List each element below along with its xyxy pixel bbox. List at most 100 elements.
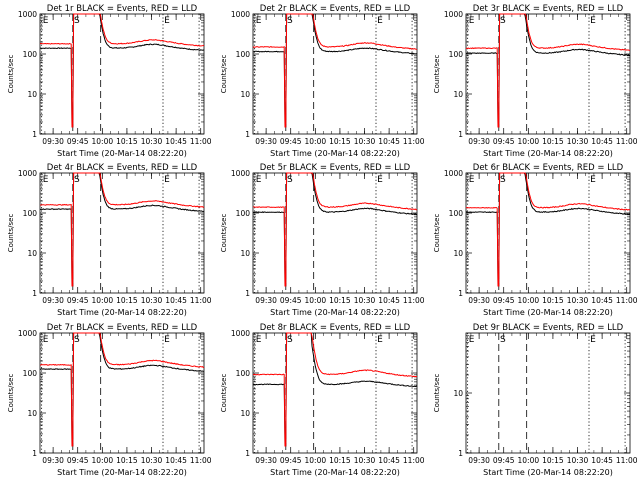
x-tick-label: 10:45 xyxy=(378,296,400,305)
x-tick-label: 10:45 xyxy=(165,137,187,146)
x-tick-label: 09:45 xyxy=(280,296,302,305)
series-line-events xyxy=(40,332,204,447)
y-tick-label: 10 xyxy=(453,389,463,398)
y-tick-label: 1 xyxy=(32,289,37,298)
series-line-lld xyxy=(39,13,205,128)
x-tick-label: 09:45 xyxy=(67,137,89,146)
event-marker-label: E xyxy=(377,335,383,345)
x-tick-label: 09:45 xyxy=(67,456,89,465)
x-tick-label: 10:30 xyxy=(567,137,589,146)
plot-frame xyxy=(465,13,631,135)
x-tick-label: 09:45 xyxy=(67,296,89,305)
plot-frame xyxy=(465,172,631,294)
y-tick-label: 1 xyxy=(245,289,250,298)
x-tick-label: 10:15 xyxy=(542,137,564,146)
event-marker-label: S xyxy=(287,175,293,185)
y-tick-label: 1000 xyxy=(444,10,463,19)
chart-title: Det 9r BLACK = Events, RED = LLD xyxy=(473,323,624,333)
x-tick-label: 11:00 xyxy=(403,296,425,305)
y-tick-label: 1 xyxy=(245,449,250,458)
y-tick-label: 100 xyxy=(449,50,464,59)
x-tick-label: 11:00 xyxy=(616,456,638,465)
event-marker-label: E xyxy=(469,16,475,26)
y-tick-label: 1 xyxy=(458,130,463,139)
y-tick-label: 1000 xyxy=(18,10,37,19)
x-axis-label: Start Time (20-Mar-14 08:22:20) xyxy=(57,149,187,158)
event-marker-label: S xyxy=(500,335,506,345)
x-tick-label: 09:30 xyxy=(42,137,64,146)
event-marker-label: E xyxy=(256,16,262,26)
chart-title: Det 8r BLACK = Events, RED = LLD xyxy=(260,323,411,333)
series-line-lld xyxy=(39,172,205,287)
chart-panel-6: Det 6r BLACK = Events, RED = LLD Counts/s… xyxy=(433,163,638,317)
x-tick-label: 09:30 xyxy=(42,456,64,465)
series-line-lld xyxy=(252,13,418,128)
y-tick-label: 10 xyxy=(240,90,250,99)
x-tick-label: 10:30 xyxy=(354,137,376,146)
x-tick-label: 11:00 xyxy=(190,456,212,465)
plot-frame xyxy=(252,172,418,294)
x-tick-label: 10:45 xyxy=(378,137,400,146)
chart-panel-1: Det 1r BLACK = Events, RED = LLD Counts/s… xyxy=(7,4,212,158)
y-tick-label: 10 xyxy=(240,409,250,418)
y-tick-label: 1 xyxy=(245,130,250,139)
y-axis-label: Counts/sec xyxy=(220,55,228,94)
event-marker-label: E xyxy=(256,335,262,345)
chart-title: Det 6r BLACK = Events, RED = LLD xyxy=(473,163,624,173)
y-tick-label: 100 xyxy=(23,209,38,218)
event-marker-label: E xyxy=(469,335,475,345)
plot-frame xyxy=(39,13,205,135)
series-line-events xyxy=(40,172,205,287)
y-tick-label: 10 xyxy=(453,90,463,99)
x-tick-label: 09:45 xyxy=(493,137,515,146)
x-tick-label: 11:00 xyxy=(190,137,212,146)
event-marker-label: E xyxy=(590,335,596,345)
y-tick-label: 1000 xyxy=(18,329,37,338)
series-line-events xyxy=(252,13,418,128)
chart-panel-7: Det 7r BLACK = Events, RED = LLD Counts/s… xyxy=(7,323,212,477)
event-marker-label: E xyxy=(43,16,49,26)
y-tick-label: 10 xyxy=(453,249,463,258)
x-tick-label: 09:30 xyxy=(468,456,490,465)
event-marker-label: E xyxy=(164,335,170,345)
event-marker-label: E xyxy=(377,16,383,26)
series-line-lld xyxy=(465,13,631,128)
y-tick-label: 100 xyxy=(236,50,251,59)
x-tick-label: 10:15 xyxy=(329,296,351,305)
x-tick-label: 10:00 xyxy=(92,456,114,465)
x-tick-label: 09:30 xyxy=(255,137,277,146)
event-marker-label: E xyxy=(590,175,596,185)
chart-title: Det 5r BLACK = Events, RED = LLD xyxy=(260,163,411,173)
series-line-events xyxy=(465,172,631,287)
series-line-events xyxy=(39,13,205,128)
x-tick-label: 10:15 xyxy=(116,137,138,146)
y-tick-label: 10 xyxy=(27,409,37,418)
plot-frame xyxy=(252,13,418,135)
event-marker-label: E xyxy=(469,175,475,185)
x-tick-label: 09:45 xyxy=(280,137,302,146)
x-tick-label: 10:45 xyxy=(591,456,613,465)
x-tick-label: 11:00 xyxy=(616,137,638,146)
event-marker-label: S xyxy=(287,16,293,26)
x-axis-label: Start Time (20-Mar-14 08:22:20) xyxy=(270,149,400,158)
x-tick-label: 10:45 xyxy=(591,137,613,146)
chart-panel-3: Det 3r BLACK = Events, RED = LLD Counts/s… xyxy=(433,4,638,158)
x-tick-label: 10:00 xyxy=(305,137,327,146)
series-line-events xyxy=(465,13,631,128)
y-axis-label: Counts/sec xyxy=(7,214,15,253)
x-tick-label: 10:00 xyxy=(518,296,540,305)
x-tick-label: 10:15 xyxy=(542,296,564,305)
event-marker-label: S xyxy=(500,175,506,185)
y-tick-label: 1 xyxy=(458,289,463,298)
x-tick-label: 10:45 xyxy=(591,296,613,305)
x-tick-label: 09:30 xyxy=(255,296,277,305)
x-tick-label: 09:45 xyxy=(493,296,515,305)
x-tick-label: 10:15 xyxy=(542,456,564,465)
y-tick-label: 1000 xyxy=(444,169,463,178)
event-marker-label: E xyxy=(43,175,49,185)
y-axis-label: Counts/sec xyxy=(220,214,228,253)
event-marker-label: E xyxy=(256,175,262,185)
chart-panel-8: Det 8r BLACK = Events, RED = LLD Counts/s… xyxy=(220,323,425,477)
y-tick-label: 10 xyxy=(27,90,37,99)
